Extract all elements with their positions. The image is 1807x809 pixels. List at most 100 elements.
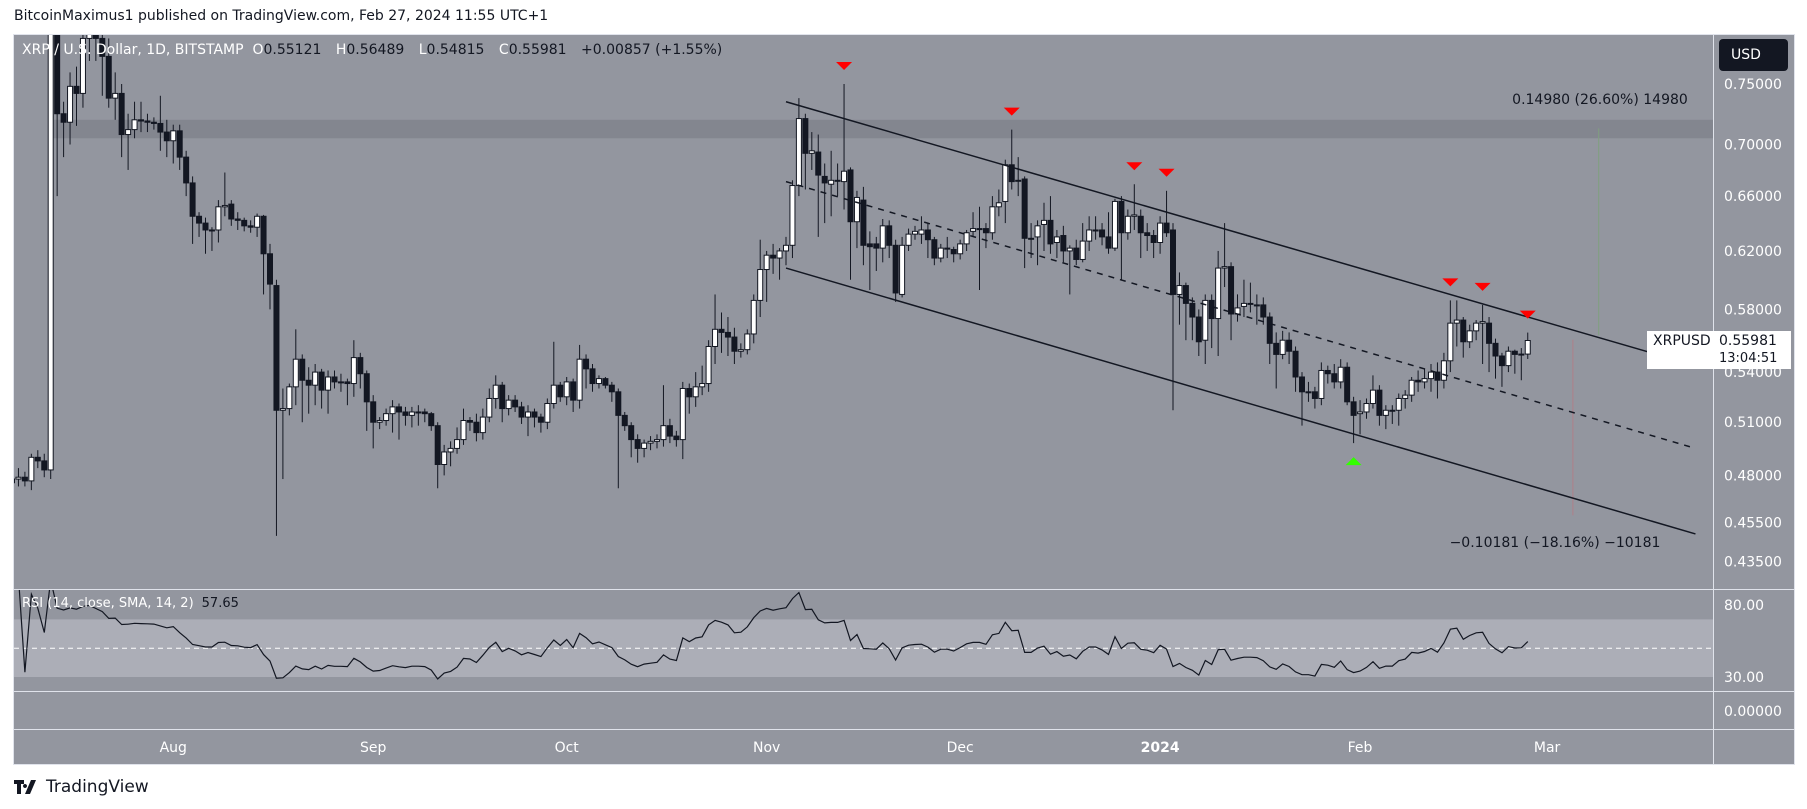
candle-body: [673, 435, 680, 441]
channel-mid-line[interactable]: [785, 180, 1696, 450]
candle-body: [92, 35, 99, 39]
candle: [1453, 300, 1460, 347]
time-axis-tick: Oct: [555, 740, 580, 756]
candle-body: [318, 371, 325, 391]
candle: [841, 84, 848, 210]
candle-body: [99, 37, 106, 57]
candle-body: [1131, 214, 1138, 217]
candle: [563, 376, 570, 406]
channel-upper-line[interactable]: [785, 100, 1696, 367]
candle: [1382, 405, 1389, 430]
candle: [41, 453, 48, 478]
candle-body: [731, 336, 738, 352]
candle-body: [770, 254, 777, 259]
candle-body: [944, 247, 951, 250]
candle: [118, 84, 125, 158]
candle-body: [1111, 200, 1118, 249]
candle: [1440, 352, 1447, 389]
channel-lower-line[interactable]: [785, 267, 1696, 535]
candle: [1208, 294, 1215, 349]
candle-body: [466, 420, 473, 423]
candle: [479, 408, 486, 440]
resistance-marker-icon: [1442, 278, 1459, 287]
candle-body: [512, 399, 519, 408]
candle: [595, 375, 602, 389]
candle: [389, 400, 396, 433]
candle: [570, 378, 577, 412]
candle: [892, 239, 899, 302]
candle: [944, 236, 951, 259]
candle: [28, 453, 35, 491]
candle-body: [1247, 302, 1254, 305]
candle: [1357, 400, 1364, 435]
candle-body: [815, 151, 822, 176]
candle-body: [1124, 215, 1131, 234]
candle-body: [1266, 316, 1273, 344]
candle: [460, 408, 467, 445]
candle: [376, 417, 383, 430]
candle: [976, 206, 983, 290]
price-axis-tick: 0.51000: [1724, 415, 1782, 431]
candle: [750, 294, 757, 344]
candle: [1170, 223, 1176, 411]
rsi-pane[interactable]: [14, 576, 1713, 680]
candle-body: [1195, 316, 1202, 343]
candle-body: [783, 244, 789, 252]
candle-body: [1002, 164, 1009, 202]
candle-body: [1053, 236, 1060, 243]
low-label: L: [418, 42, 427, 58]
candle-body: [1092, 229, 1099, 232]
candle: [615, 388, 622, 489]
candle: [673, 430, 680, 447]
candle-body: [1305, 391, 1312, 394]
candle-body: [376, 420, 383, 423]
candle: [176, 124, 183, 170]
currency-button[interactable]: USD: [1719, 39, 1788, 71]
price-pane[interactable]: 0.14980 (26.60%) 14980 −0.10181 (−18.16%)…: [10, 0, 1714, 551]
candle-body: [1460, 319, 1467, 343]
tradingview-logo[interactable]: TradingView: [14, 777, 149, 797]
candle-body: [67, 85, 74, 123]
close-label: C: [498, 42, 509, 58]
candle: [1157, 216, 1164, 254]
candle-body: [679, 387, 686, 441]
candle-body: [982, 228, 989, 234]
candle-body: [1505, 350, 1512, 367]
candle-body: [886, 225, 893, 246]
candle-body: [602, 378, 609, 386]
candle-body: [1260, 304, 1267, 318]
candle-body: [1170, 229, 1176, 295]
candle: [1266, 312, 1273, 365]
candle: [1447, 300, 1454, 373]
candle-body: [583, 358, 590, 370]
candle: [112, 72, 119, 120]
candle: [221, 172, 228, 217]
rsi-axis-tick: 30.00: [1724, 670, 1764, 686]
candle: [1286, 332, 1293, 365]
candle-body: [221, 204, 228, 208]
candle: [499, 381, 506, 423]
candle-body: [1350, 401, 1357, 416]
candle: [1434, 362, 1441, 399]
candle-body: [54, 35, 61, 115]
candle: [731, 327, 738, 365]
candle-body: [1402, 394, 1409, 399]
candle: [1099, 223, 1106, 246]
candle-body: [525, 411, 531, 418]
candle: [473, 413, 480, 442]
candle-body: [660, 425, 667, 441]
candle: [647, 436, 654, 451]
candle-body: [834, 179, 841, 182]
candle-body: [1208, 299, 1215, 320]
candle: [1511, 349, 1518, 374]
candle-body: [1060, 235, 1067, 252]
candle-body: [724, 331, 731, 338]
candle: [828, 150, 835, 217]
candle: [1118, 196, 1125, 280]
candle-body: [370, 401, 377, 423]
candle: [1240, 279, 1247, 318]
candle-body: [905, 233, 912, 246]
candle: [1189, 297, 1196, 341]
candle-body: [1047, 219, 1054, 245]
